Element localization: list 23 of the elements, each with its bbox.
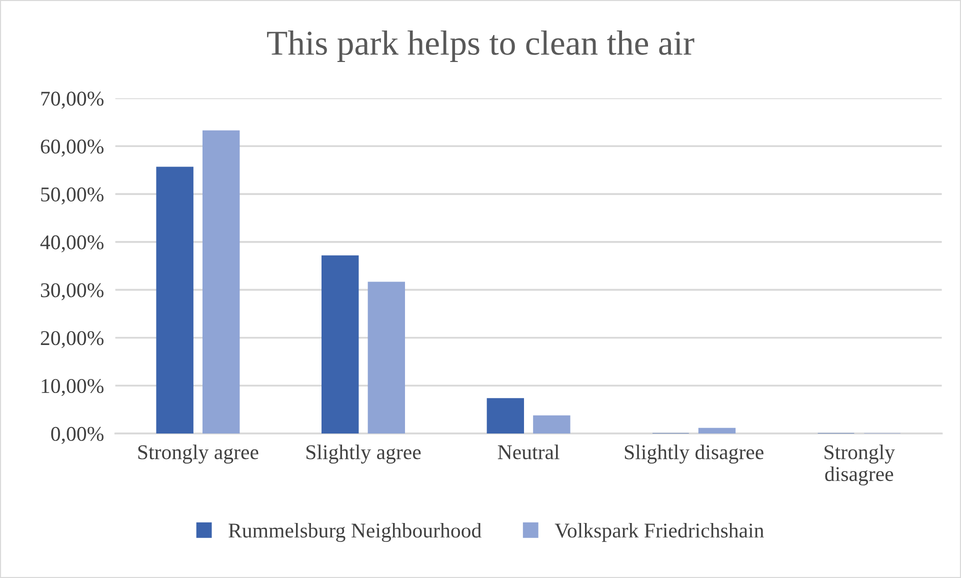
bar [486,398,524,434]
y-tick-label: 20,00% [40,331,104,348]
bar [698,428,736,434]
legend-label: Volkspark Friedrichshain [554,522,764,542]
y-tick-label: 60,00% [40,140,104,157]
y-tick-label: 40,00% [40,235,104,252]
y-tick-label: 30,00% [40,283,104,300]
x-tick-label: Neutral [498,444,560,460]
x-tick-label: Slightly disagree [624,444,764,464]
legend-label: Rummelsburg Neighbourhood [228,522,482,542]
bar [533,415,570,434]
x-tick-label: Strongly disagree [824,444,895,486]
y-tick-label: 50,00% [41,187,104,204]
chart-title: This park helps to clean the air [267,30,694,62]
bar [368,282,405,434]
bar [202,130,240,434]
y-tick-label: 0,00% [51,426,104,444]
bar [322,255,359,434]
y-tick-label: 10,00% [42,378,104,396]
x-tick-label: Strongly agree [138,444,258,464]
bar [156,166,194,434]
x-tick-label: Slightly agree [306,444,421,464]
y-tick-label: 70,00% [41,92,104,109]
